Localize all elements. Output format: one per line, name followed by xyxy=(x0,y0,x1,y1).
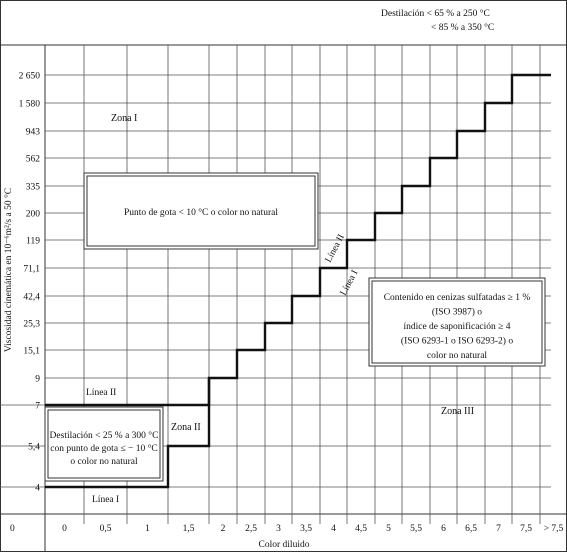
linea-2-upper-label: Línea II xyxy=(86,388,116,398)
x-tick-label: > 7,5 xyxy=(544,524,564,534)
box-distillation-text: Destilación < 25 % a 300 °C con punto de … xyxy=(50,430,159,467)
y-tick-label: 200 xyxy=(26,210,41,220)
y-tick-label: 2 650 xyxy=(19,72,41,82)
linea-2-segment xyxy=(45,378,211,407)
y-tick-label: 335 xyxy=(26,183,41,193)
box-text-line: (ISO 3987) o xyxy=(432,307,482,318)
box-pour-point-text: Punto de gota < 10 °C o color no natural xyxy=(124,207,278,218)
header-note-line1: Destilación < 65 % a 250 °C xyxy=(381,8,490,19)
y-axis-title: Viscosidad cinemática en 10⁻⁶m²/s a 50 °… xyxy=(3,188,14,352)
y-tick-label: 25,3 xyxy=(23,320,40,330)
zona-1-label: Zona I xyxy=(111,113,137,124)
box-pour-point-inner xyxy=(86,175,316,247)
y-tick-label: 1 580 xyxy=(19,100,41,110)
y-tick-label: 119 xyxy=(26,237,40,247)
y-tick-label: 4 xyxy=(35,484,40,494)
box-distillation-inner xyxy=(47,409,161,479)
x-tick-label: 3 xyxy=(276,524,281,534)
y-tick-label: 7 xyxy=(35,402,40,412)
x-tick-label: 6 xyxy=(441,524,446,534)
x-tick-label: 2 xyxy=(221,524,226,534)
x-tick-label: 3,5 xyxy=(300,524,312,534)
x-tick-label: 5 xyxy=(386,524,391,534)
x-tick-label: 4,5 xyxy=(355,524,367,534)
x-tick-label: 0,5 xyxy=(100,524,112,534)
x-tick-labels: 0 0,5 1 1,5 2 2,5 3 3,5 4 4,5 5 5,5 6 6,5 7 7,5 > 7,5 xyxy=(62,524,563,534)
linea-1-diagonal-label: Línea I xyxy=(339,269,361,298)
x-tick-label: 5,5 xyxy=(410,524,422,534)
box-text-line: (ISO 6293-1 o ISO 6293-2) o xyxy=(401,336,513,347)
y-tick-label: 5,4 xyxy=(28,443,40,453)
box-text-line: índice de saponificación ≥ 4 xyxy=(403,321,510,332)
linea-1-lower-label: Línea I xyxy=(92,495,119,505)
y-tick-label: 943 xyxy=(26,128,41,138)
x-tick-label: 7,5 xyxy=(520,524,532,534)
box-text-line: Contenido en cenizas sulfatadas ≥ 1 % xyxy=(384,292,531,303)
box-text-line: con punto de gota ≤ − 10 °C xyxy=(50,443,158,454)
y-tick-label: 562 xyxy=(26,155,41,165)
x-tick-label: 2,5 xyxy=(245,524,257,534)
y-tick-label: 71,1 xyxy=(23,265,40,275)
zona-3-label: Zona III xyxy=(441,406,474,417)
zona-2-label: Zona II xyxy=(171,422,201,433)
y-tick-labels: 2 650 1 580 943 562 335 200 119 71,1 42,4 25,3 15,… xyxy=(19,72,41,494)
x-tick-label: 6,5 xyxy=(465,524,477,534)
box-ash-text: Contenido en cenizas sulfatadas ≥ 1 % (IS… xyxy=(384,292,531,361)
box-pour-point-outer xyxy=(83,172,319,250)
y-tick-label: 15,1 xyxy=(23,347,40,357)
x-tick-label: 0 xyxy=(62,524,67,534)
box-text-line: color no natural xyxy=(427,351,488,361)
linea-1-staircase xyxy=(45,73,551,489)
x-tick-label: 7 xyxy=(496,524,501,534)
x-tick-label: 1 xyxy=(145,524,150,534)
box-ash-outer xyxy=(368,277,546,367)
x-tick-label: 1,5 xyxy=(183,524,195,534)
box-text-line: o color no natural xyxy=(70,457,138,467)
box-text-line: Destilación < 25 % a 300 °C xyxy=(50,430,159,441)
box-distillation-outer xyxy=(44,406,164,482)
linea-2-diagonal-label: Línea II xyxy=(324,233,347,264)
y-tick-label: 9 xyxy=(35,375,40,385)
x-axis-title: Color diluido xyxy=(259,540,310,550)
y-tick-zero: 0 xyxy=(10,524,15,534)
box-ash-inner xyxy=(371,280,543,364)
x-tick-label: 4 xyxy=(331,524,336,534)
header-note-line2: < 85 % a 350 °C xyxy=(431,22,494,33)
y-tick-label: 42,4 xyxy=(23,293,40,303)
